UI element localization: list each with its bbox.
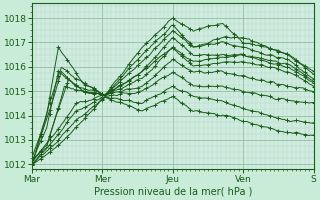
X-axis label: Pression niveau de la mer( hPa ): Pression niveau de la mer( hPa ) [94,187,252,197]
